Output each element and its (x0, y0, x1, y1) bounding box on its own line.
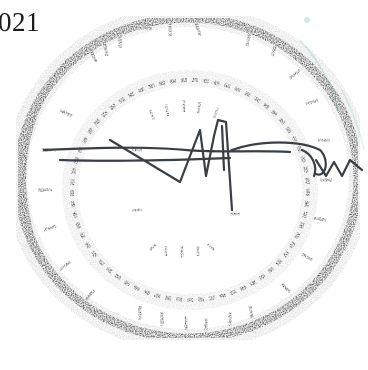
stamp-speckle (5, 5, 368, 351)
stamp-center-emblem (132, 100, 240, 258)
handwritten-signature (42, 118, 364, 212)
stamp-ring-lettering (38, 21, 332, 330)
date-fragment-text: 021 (0, 7, 40, 37)
